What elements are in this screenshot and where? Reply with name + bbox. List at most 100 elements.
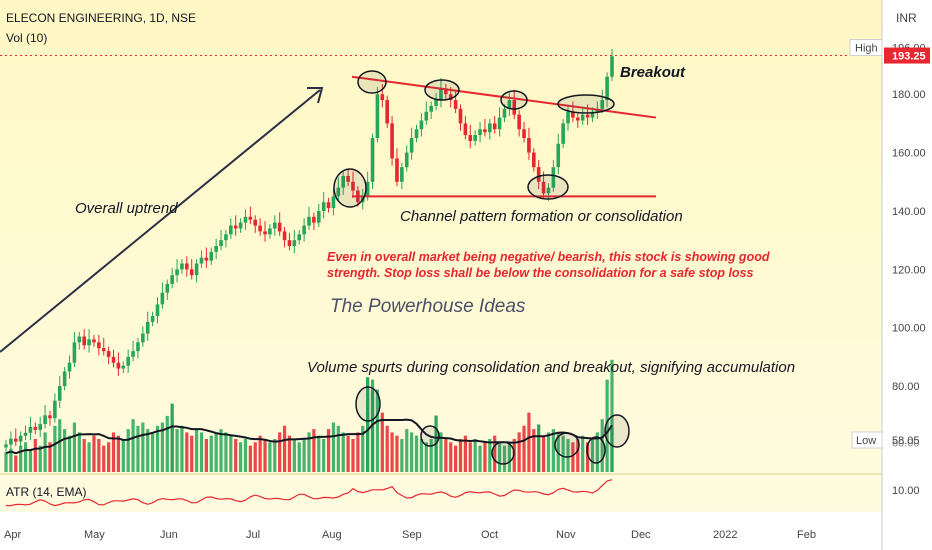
candle-body bbox=[561, 123, 565, 144]
candle-body bbox=[336, 187, 341, 197]
volume-bar bbox=[493, 435, 497, 472]
volume-highlight-ellipse bbox=[586, 436, 606, 464]
candle-body bbox=[116, 362, 121, 369]
volume-bar bbox=[92, 435, 96, 472]
volume-bar bbox=[97, 439, 101, 472]
last-price-box bbox=[884, 47, 930, 64]
candle-body bbox=[150, 316, 155, 322]
candle-body bbox=[424, 111, 429, 121]
volume-bar bbox=[175, 429, 179, 472]
volume-highlight-ellipse bbox=[491, 441, 515, 465]
volume-bar bbox=[292, 439, 296, 472]
volume-bar bbox=[107, 442, 111, 472]
candle-body bbox=[502, 108, 507, 118]
volume-bar bbox=[9, 448, 13, 472]
volume-bar bbox=[67, 435, 72, 472]
volume-bar bbox=[541, 435, 546, 472]
candle-body bbox=[160, 292, 165, 305]
symbol-title: ELECON ENGINEERING, 1D, NSE bbox=[6, 11, 197, 25]
volume-bar bbox=[307, 432, 311, 472]
candle-body bbox=[209, 251, 214, 261]
candle-body bbox=[346, 175, 350, 182]
volume-bar bbox=[214, 432, 218, 472]
candle-body bbox=[165, 283, 170, 293]
candle-body bbox=[492, 123, 497, 130]
volume-bar bbox=[322, 439, 326, 472]
candle-body bbox=[439, 88, 443, 101]
candle-body bbox=[546, 187, 551, 194]
volume-bar bbox=[576, 439, 580, 472]
candle-body bbox=[580, 114, 585, 121]
volume-bar bbox=[454, 445, 458, 472]
volume-bar bbox=[185, 432, 189, 472]
candle-body bbox=[326, 202, 331, 209]
candle-body bbox=[414, 129, 419, 138]
candle-body bbox=[136, 342, 140, 352]
volume-bar bbox=[605, 379, 609, 472]
atr-value-label: 10.00 bbox=[892, 485, 920, 497]
candle-body bbox=[233, 225, 238, 229]
candle-body bbox=[33, 426, 38, 430]
volume-bar bbox=[478, 445, 482, 472]
candle-body bbox=[321, 202, 326, 211]
candle-body bbox=[419, 120, 424, 130]
last-price-label: 193.25 bbox=[892, 51, 926, 63]
candle-body bbox=[497, 117, 502, 130]
x-axis-tick-label: Sep bbox=[402, 529, 422, 541]
volume-bar bbox=[146, 429, 150, 472]
volume-bar bbox=[111, 432, 116, 472]
candle-body bbox=[38, 424, 43, 430]
volume-bar bbox=[116, 435, 121, 472]
candle-body bbox=[331, 196, 336, 209]
volume-bar bbox=[82, 439, 86, 472]
volume-bar bbox=[155, 425, 160, 472]
volume-spike-bar bbox=[610, 427, 614, 472]
candle-body bbox=[551, 167, 556, 188]
candle-body bbox=[238, 222, 243, 229]
candle-body bbox=[478, 129, 482, 136]
volume-bar bbox=[346, 435, 350, 472]
volume-bar bbox=[341, 432, 345, 472]
volume-bar bbox=[497, 442, 502, 472]
candle-body bbox=[214, 246, 218, 252]
volume-bar bbox=[351, 439, 355, 472]
candle-body bbox=[62, 371, 67, 387]
candle-body bbox=[463, 123, 468, 136]
candle-body bbox=[180, 263, 184, 270]
candle-body bbox=[229, 225, 233, 235]
volume-bar bbox=[551, 429, 555, 472]
volume-bar bbox=[546, 432, 551, 472]
candle-body bbox=[13, 438, 18, 442]
highlight-ellipse bbox=[424, 79, 460, 101]
candle-body bbox=[512, 100, 517, 115]
x-axis-tick-label: Feb bbox=[797, 529, 816, 541]
channel-annotation: Channel pattern formation or consolidati… bbox=[400, 208, 683, 225]
volume-bar bbox=[507, 442, 511, 472]
volume-bar bbox=[336, 425, 340, 472]
volume-bar bbox=[590, 439, 595, 472]
volume-bar bbox=[522, 425, 526, 472]
volume-annotation: Volume spurts during consolidation and b… bbox=[307, 359, 796, 376]
x-axis-tick-label: Oct bbox=[481, 529, 498, 541]
candle-body bbox=[67, 362, 72, 372]
volume-bar bbox=[87, 442, 91, 472]
volume-bar bbox=[43, 432, 47, 472]
uptrend-arrow-line bbox=[0, 89, 321, 353]
volume-highlight-ellipse bbox=[420, 425, 440, 447]
candle-body bbox=[375, 94, 380, 138]
highlight-ellipse bbox=[527, 174, 569, 200]
high-tag-box bbox=[849, 39, 883, 57]
volume-bar bbox=[209, 435, 213, 472]
candle-body bbox=[224, 234, 228, 241]
volume-bar bbox=[141, 422, 145, 472]
candle-body bbox=[390, 123, 394, 159]
volume-bar bbox=[278, 432, 282, 472]
volume-bar bbox=[180, 425, 184, 472]
volume-bar bbox=[312, 429, 316, 472]
candle-body bbox=[199, 257, 204, 264]
candle-body bbox=[522, 129, 526, 138]
volume-bar bbox=[410, 432, 414, 472]
y-axis-tick-label: 100.00 bbox=[892, 323, 926, 335]
